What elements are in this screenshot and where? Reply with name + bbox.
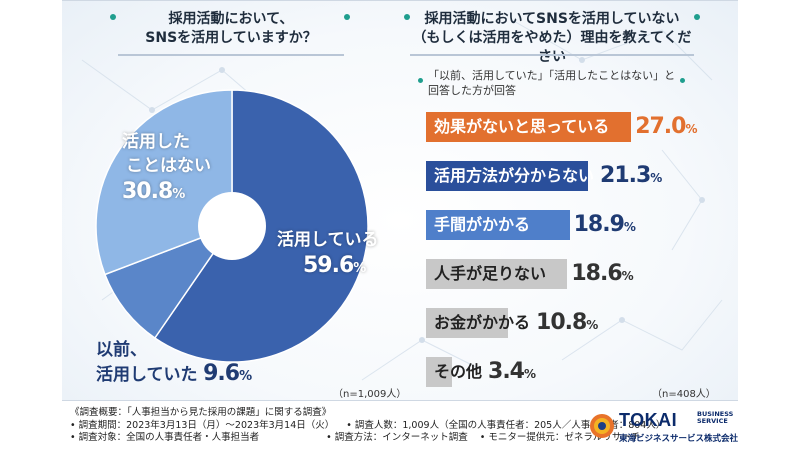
bar-note: 「以前、活用していた」「活用したことはない」と 回答した方が回答 — [428, 69, 676, 97]
company-logo: TOKAI BUSINESS SERVICE 東海ビジネスサービス株式会社 — [589, 406, 749, 446]
pie-slice-previously — [103, 224, 234, 340]
bar-label-2: 手間がかかる — [434, 215, 531, 234]
bar-sample-size: （n=408人） — [652, 389, 716, 400]
bar-value-2: 18.9% — [573, 212, 636, 237]
bar-label-0: 効果がないと思っている — [434, 117, 610, 136]
bar-title-underline — [410, 54, 694, 56]
pie-label-active: 活用している 59.6% — [277, 230, 379, 278]
bar-value-1: 21.3% — [600, 163, 663, 188]
pie-title: 採用活動において、 SNSを活用していますか？ — [145, 11, 317, 46]
bar-1 — [426, 161, 588, 191]
bar-value-3: 18.6% — [571, 261, 634, 286]
bar-title: 採用活動においてSNSを活用していない （もしくは活用をやめた）理由を教えてくだ… — [412, 11, 692, 65]
pie-label-never: 活用した ことはない 30.8% — [122, 132, 211, 204]
bar-value-5: 3.4% — [488, 359, 537, 384]
pie-center-hole — [198, 192, 266, 260]
title-dot — [344, 14, 350, 20]
bar-label-1: 活用方法が分からない — [434, 166, 595, 185]
bar-label-5: その他 — [434, 362, 483, 381]
bar-label-4: お金がかかる — [434, 313, 531, 332]
pie-title-underline — [118, 54, 344, 56]
survey-overview: 《調査概要：「人事担当から見た採用の課題」に関する調査》 • 調査期間：2023… — [70, 407, 666, 443]
pie-slice-never — [95, 89, 233, 276]
frame-bottom-line — [62, 400, 738, 401]
title-dot — [694, 14, 700, 20]
bar-3 — [426, 259, 568, 289]
pie-label-previously: 以前、 活用していた 9.6% — [96, 340, 253, 386]
bar-label-3: 人手が足りない — [434, 264, 547, 283]
bar-5 — [426, 357, 452, 387]
bar-4 — [426, 308, 509, 338]
frame-top-line — [62, 0, 738, 1]
note-dot — [680, 78, 685, 83]
title-dot — [110, 14, 116, 20]
bar-0 — [426, 112, 632, 142]
pie-sample-size: （n=1,009人） — [333, 389, 407, 400]
logo-mark-icon — [590, 414, 614, 438]
bar-2 — [426, 210, 570, 240]
note-dot — [418, 78, 423, 83]
title-dot — [404, 14, 410, 20]
bar-value-4: 10.8% — [536, 310, 599, 335]
bar-value-0: 27.0% — [635, 114, 698, 139]
